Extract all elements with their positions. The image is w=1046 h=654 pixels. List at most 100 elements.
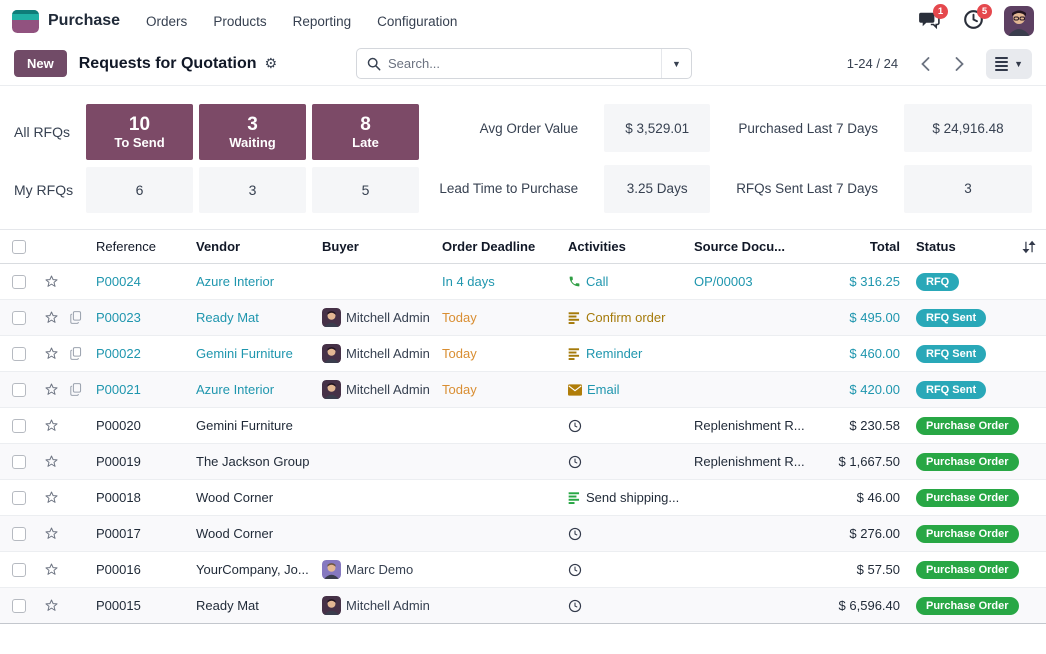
search-dropdown-toggle[interactable]: ▼ <box>661 49 691 78</box>
table-row[interactable]: P00019 The Jackson Group Replenishment R..… <box>0 444 1046 480</box>
row-checkbox[interactable] <box>12 526 26 541</box>
purchase-app-icon[interactable] <box>12 9 39 33</box>
star-icon[interactable] <box>38 526 64 541</box>
vendor-cell[interactable]: Wood Corner <box>196 526 274 541</box>
vendor-cell[interactable]: Ready Mat <box>196 598 259 613</box>
column-header-reference[interactable]: Reference <box>96 239 156 254</box>
activity-cell[interactable] <box>560 455 686 469</box>
view-switcher-button[interactable]: ▼ <box>986 48 1032 79</box>
reference-link[interactable]: P00024 <box>96 274 141 289</box>
reference-link[interactable]: P00021 <box>96 382 141 397</box>
row-checkbox[interactable] <box>12 454 26 469</box>
activity-cell[interactable] <box>560 563 686 577</box>
row-checkbox[interactable] <box>12 310 26 325</box>
source-document-cell[interactable]: OP/00003 <box>694 274 753 289</box>
activity-cell[interactable] <box>560 599 686 613</box>
star-icon[interactable] <box>38 382 64 397</box>
reference-link[interactable]: P00022 <box>96 346 141 361</box>
table-row[interactable]: P00022 Gemini Furniture Mitchell Admin Toda… <box>0 336 1046 372</box>
my-late-tile[interactable]: 5 <box>312 167 419 213</box>
star-icon[interactable] <box>38 310 64 325</box>
table-row[interactable]: P00017 Wood Corner $ 276.00 Purchase Order <box>0 516 1046 552</box>
search-input[interactable] <box>388 56 661 71</box>
optional-columns-icon[interactable] <box>1012 240 1046 254</box>
tile-to-send[interactable]: 10 To Send <box>86 104 193 160</box>
rfqs-sent-7d-value[interactable]: 3 <box>904 164 1032 213</box>
row-checkbox[interactable] <box>12 382 26 397</box>
duplicate-icon[interactable] <box>64 347 88 360</box>
vendor-cell[interactable]: Gemini Furniture <box>196 346 293 361</box>
my-rfqs-label[interactable]: My RFQs <box>14 181 74 198</box>
my-to-send-tile[interactable]: 6 <box>86 167 193 213</box>
avg-order-value[interactable]: $ 3,529.01 <box>604 104 711 153</box>
vendor-cell[interactable]: Wood Corner <box>196 490 274 505</box>
star-icon[interactable] <box>38 274 64 289</box>
star-icon[interactable] <box>38 562 64 577</box>
reference-link[interactable]: P00023 <box>96 310 141 325</box>
star-icon[interactable] <box>38 454 64 469</box>
table-row[interactable]: P00020 Gemini Furniture Replenishment R...… <box>0 408 1046 444</box>
row-checkbox[interactable] <box>12 346 26 361</box>
activity-cell[interactable] <box>560 419 686 433</box>
row-checkbox[interactable] <box>12 490 26 505</box>
row-checkbox[interactable] <box>12 274 26 289</box>
vendor-cell[interactable]: Ready Mat <box>196 310 259 325</box>
table-row[interactable]: P00021 Azure Interior Mitchell Admin Today E… <box>0 372 1046 408</box>
menu-configuration[interactable]: Configuration <box>377 13 458 29</box>
column-header-activities[interactable]: Activities <box>568 239 626 254</box>
my-waiting-tile[interactable]: 3 <box>199 167 306 213</box>
reference-link[interactable]: P00019 <box>96 454 141 469</box>
menu-orders[interactable]: Orders <box>146 13 188 29</box>
new-button[interactable]: New <box>14 50 67 77</box>
reference-link[interactable]: P00020 <box>96 418 141 433</box>
activity-cell[interactable]: Send shipping... <box>560 490 686 505</box>
activity-cell[interactable]: Reminder <box>560 346 686 361</box>
table-row[interactable]: P00023 Ready Mat Mitchell Admin Today Confir… <box>0 300 1046 336</box>
activity-cell[interactable] <box>560 527 686 541</box>
vendor-cell[interactable]: Azure Interior <box>196 382 275 397</box>
table-row[interactable]: P00016 YourCompany, Jo... Marc Demo $ 57.50… <box>0 552 1046 588</box>
purchased-7d-value[interactable]: $ 24,916.48 <box>904 104 1032 153</box>
user-avatar[interactable] <box>1004 6 1034 36</box>
column-header-buyer[interactable]: Buyer <box>322 239 359 254</box>
column-header-order-deadline[interactable]: Order Deadline <box>442 239 536 254</box>
all-rfqs-label[interactable]: All RFQs <box>14 124 70 140</box>
reference-link[interactable]: P00017 <box>96 526 141 541</box>
vendor-cell[interactable]: YourCompany, Jo... <box>196 562 309 577</box>
duplicate-icon[interactable] <box>64 383 88 396</box>
row-checkbox[interactable] <box>12 598 26 613</box>
reference-link[interactable]: P00015 <box>96 598 141 613</box>
select-all-checkbox[interactable] <box>12 239 26 254</box>
duplicate-icon[interactable] <box>64 311 88 324</box>
activity-cell[interactable]: Confirm order <box>560 310 686 325</box>
star-icon[interactable] <box>38 490 64 505</box>
column-header-total[interactable]: Total <box>869 239 900 254</box>
menu-products[interactable]: Products <box>213 13 267 29</box>
column-header-status[interactable]: Status <box>916 239 956 254</box>
column-header-vendor[interactable]: Vendor <box>196 239 241 254</box>
messages-button[interactable]: 1 <box>916 4 948 34</box>
tile-waiting[interactable]: 3 Waiting <box>199 104 306 160</box>
table-row[interactable]: P00024 Azure Interior In 4 days Call OP/0000… <box>0 264 1046 300</box>
row-checkbox[interactable] <box>12 562 26 577</box>
reference-link[interactable]: P00018 <box>96 490 141 505</box>
table-row[interactable]: P00018 Wood Corner Send shipping... $ 46.00… <box>0 480 1046 516</box>
table-row[interactable]: P00015 Ready Mat Mitchell Admin $ 6,596.40 P… <box>0 588 1046 624</box>
column-header-source-document[interactable]: Source Docu... <box>694 239 786 254</box>
star-icon[interactable] <box>38 418 64 433</box>
star-icon[interactable] <box>38 598 64 613</box>
pager-next-button[interactable] <box>944 50 974 78</box>
vendor-cell[interactable]: Gemini Furniture <box>196 418 293 433</box>
lead-time-value[interactable]: 3.25 Days <box>604 164 711 213</box>
menu-reporting[interactable]: Reporting <box>292 13 352 29</box>
tile-late[interactable]: 8 Late <box>312 104 419 160</box>
pager-previous-button[interactable] <box>910 50 940 78</box>
row-checkbox[interactable] <box>12 418 26 433</box>
reference-link[interactable]: P00016 <box>96 562 141 577</box>
activity-cell[interactable]: Call <box>560 274 686 289</box>
app-name[interactable]: Purchase <box>48 12 121 29</box>
vendor-cell[interactable]: The Jackson Group <box>196 454 310 469</box>
vendor-cell[interactable]: Azure Interior <box>196 274 275 289</box>
activity-cell[interactable]: Email <box>560 382 686 397</box>
settings-gear-icon[interactable]: ⚙ <box>264 55 278 71</box>
